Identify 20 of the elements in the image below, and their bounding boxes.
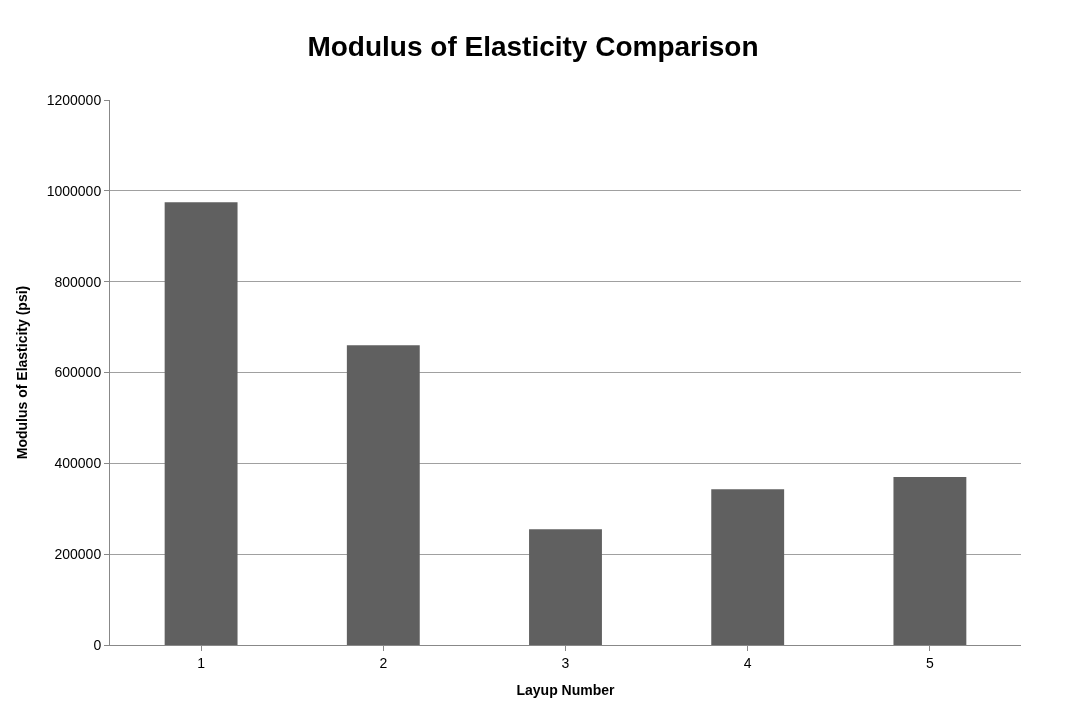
x-tick-label: 2 xyxy=(379,654,388,671)
x-axis-title: Layup Number xyxy=(516,682,616,699)
bar xyxy=(893,476,967,645)
x-tick-label: 5 xyxy=(926,654,934,671)
y-tick-label: 1200000 xyxy=(46,91,102,108)
y-axis-title: Modulus of Elasticity (psi) xyxy=(14,285,31,460)
chart-title: Modulus of Elasticity Comparison xyxy=(307,30,759,62)
x-tick-label: 3 xyxy=(561,654,570,671)
x-tick-label: 4 xyxy=(743,654,752,671)
bar xyxy=(529,529,602,645)
y-tick-label: 600000 xyxy=(54,364,102,381)
y-tick-label: 1000000 xyxy=(46,182,102,199)
y-tick-label: 400000 xyxy=(54,455,102,472)
bar xyxy=(711,489,785,645)
bar xyxy=(346,345,420,645)
bar xyxy=(164,202,238,645)
x-tick-label: 1 xyxy=(197,654,206,671)
y-tick-label: 200000 xyxy=(54,546,102,563)
y-tick-label: 0 xyxy=(93,636,102,653)
y-tick-label: 800000 xyxy=(54,273,102,290)
